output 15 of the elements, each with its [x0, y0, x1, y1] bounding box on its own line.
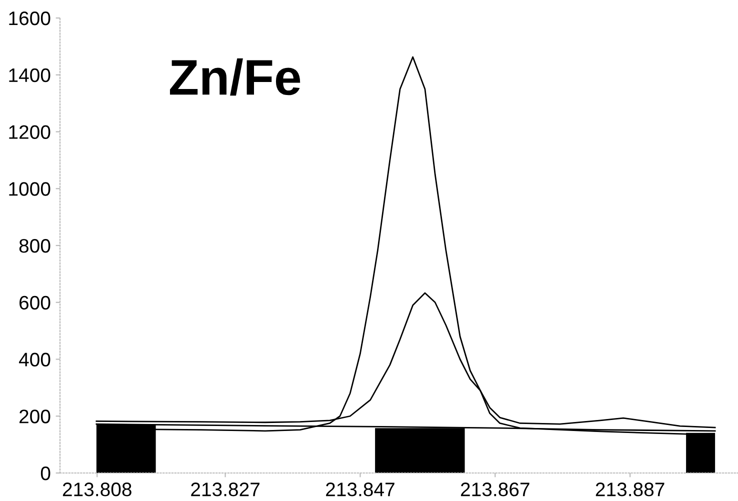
y-tick-label: 800 [19, 238, 50, 253]
x-tick-label: 213.847 [326, 482, 394, 496]
y-tick-label: 1600 [9, 11, 50, 26]
y-tick-label: 600 [20, 296, 50, 310]
y-tick-label: 200 [20, 410, 50, 424]
text: Zn/Fe [170, 58, 300, 96]
y-tick-label: 1000 [9, 182, 50, 196]
y-tick-label: 0 [40, 466, 50, 480]
y-tick-label: 400 [18, 352, 50, 366]
y-tick-label: 1200 [9, 125, 50, 139]
y-tick-label: 1400 [9, 68, 50, 82]
x-tick-label: 213.887 [596, 482, 664, 496]
x-tick-label: 213.827 [191, 482, 260, 496]
x-tick-label: 213.808 [62, 482, 132, 496]
x-tick-label: 213.867 [460, 482, 530, 496]
